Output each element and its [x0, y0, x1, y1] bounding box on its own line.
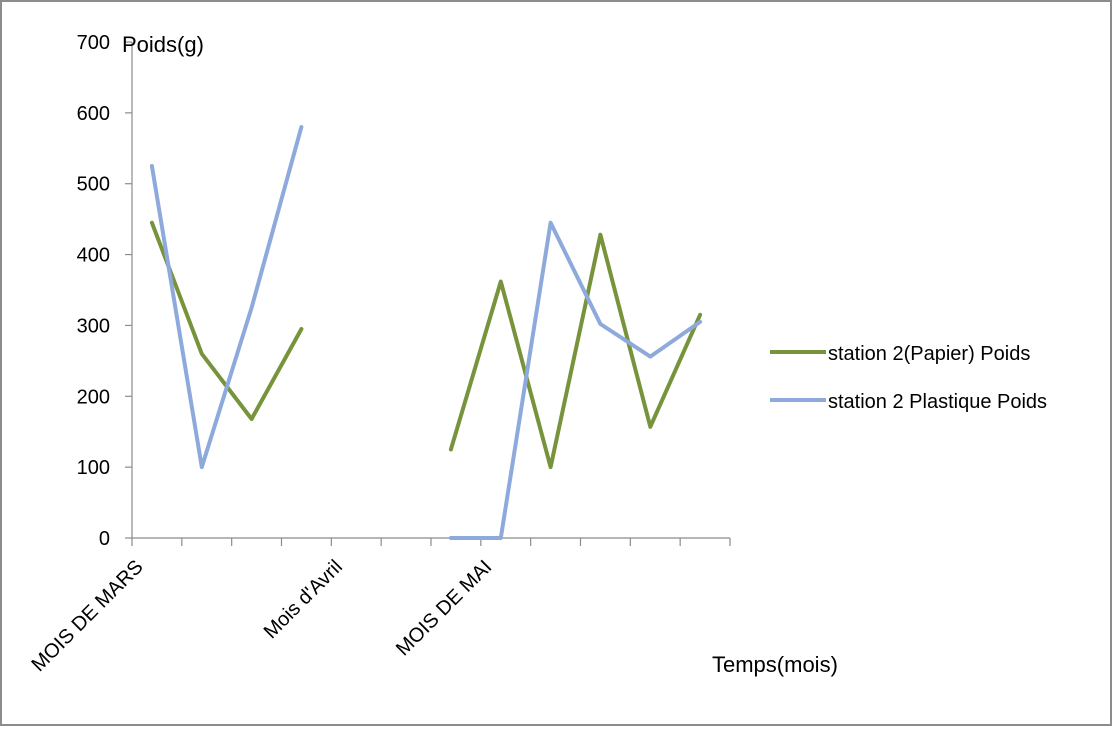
- series-1-point: [200, 465, 204, 469]
- series-0-point: [150, 221, 154, 225]
- series-1-point: [250, 306, 254, 310]
- legend-item-papier: station 2(Papier) Poids: [770, 343, 1030, 365]
- legend-label-papier: station 2(Papier) Poids: [828, 343, 1030, 365]
- x-tick-label: MOIS DE MAI: [392, 556, 496, 660]
- series-1-point: [648, 355, 652, 359]
- legend-label-plastique: station 2 Plastique Poids: [828, 391, 1047, 413]
- x-tick-label: MOIS DE MARS: [27, 556, 147, 676]
- series-line-1: [152, 127, 302, 467]
- series-0-point: [598, 233, 602, 237]
- y-tick-label: 700: [77, 32, 110, 54]
- y-tick-label: 300: [77, 315, 110, 337]
- y-tick-label: 200: [77, 386, 110, 408]
- y-tick-label: 0: [99, 528, 110, 550]
- series-layer: [150, 125, 702, 540]
- y-tick-label: 600: [77, 103, 110, 125]
- series-0-point: [449, 447, 453, 451]
- series-0-point: [200, 352, 204, 356]
- series-0-point: [648, 425, 652, 429]
- series-1-point: [449, 536, 453, 540]
- series-1-point: [598, 322, 602, 326]
- y-tick-label: 400: [77, 245, 110, 267]
- y-tick-label: 100: [77, 457, 110, 479]
- x-axis-label: Temps(mois): [712, 652, 838, 677]
- y-tick-label: 500: [77, 174, 110, 196]
- x-tick-label: Mois d'Avril: [260, 556, 347, 643]
- series-1-point: [549, 221, 553, 225]
- series-0-point: [549, 465, 553, 469]
- series-1-point: [150, 164, 154, 168]
- y-axis-label: Poids(g): [122, 32, 204, 57]
- series-1-point: [299, 125, 303, 129]
- series-0-point: [250, 417, 254, 421]
- series-1-point: [698, 320, 702, 324]
- legend-item-plastique: station 2 Plastique Poids: [770, 391, 1047, 413]
- series-line-1: [451, 223, 700, 538]
- series-0-point: [698, 313, 702, 317]
- series-1-point: [499, 536, 503, 540]
- legend: station 2(Papier) Poids station 2 Plasti…: [770, 343, 1047, 413]
- series-0-point: [299, 327, 303, 331]
- axes: 0 100 200 300 400 500 600 700 MOIS DE MARS Mois d…: [27, 32, 730, 676]
- series-0-point: [499, 279, 503, 283]
